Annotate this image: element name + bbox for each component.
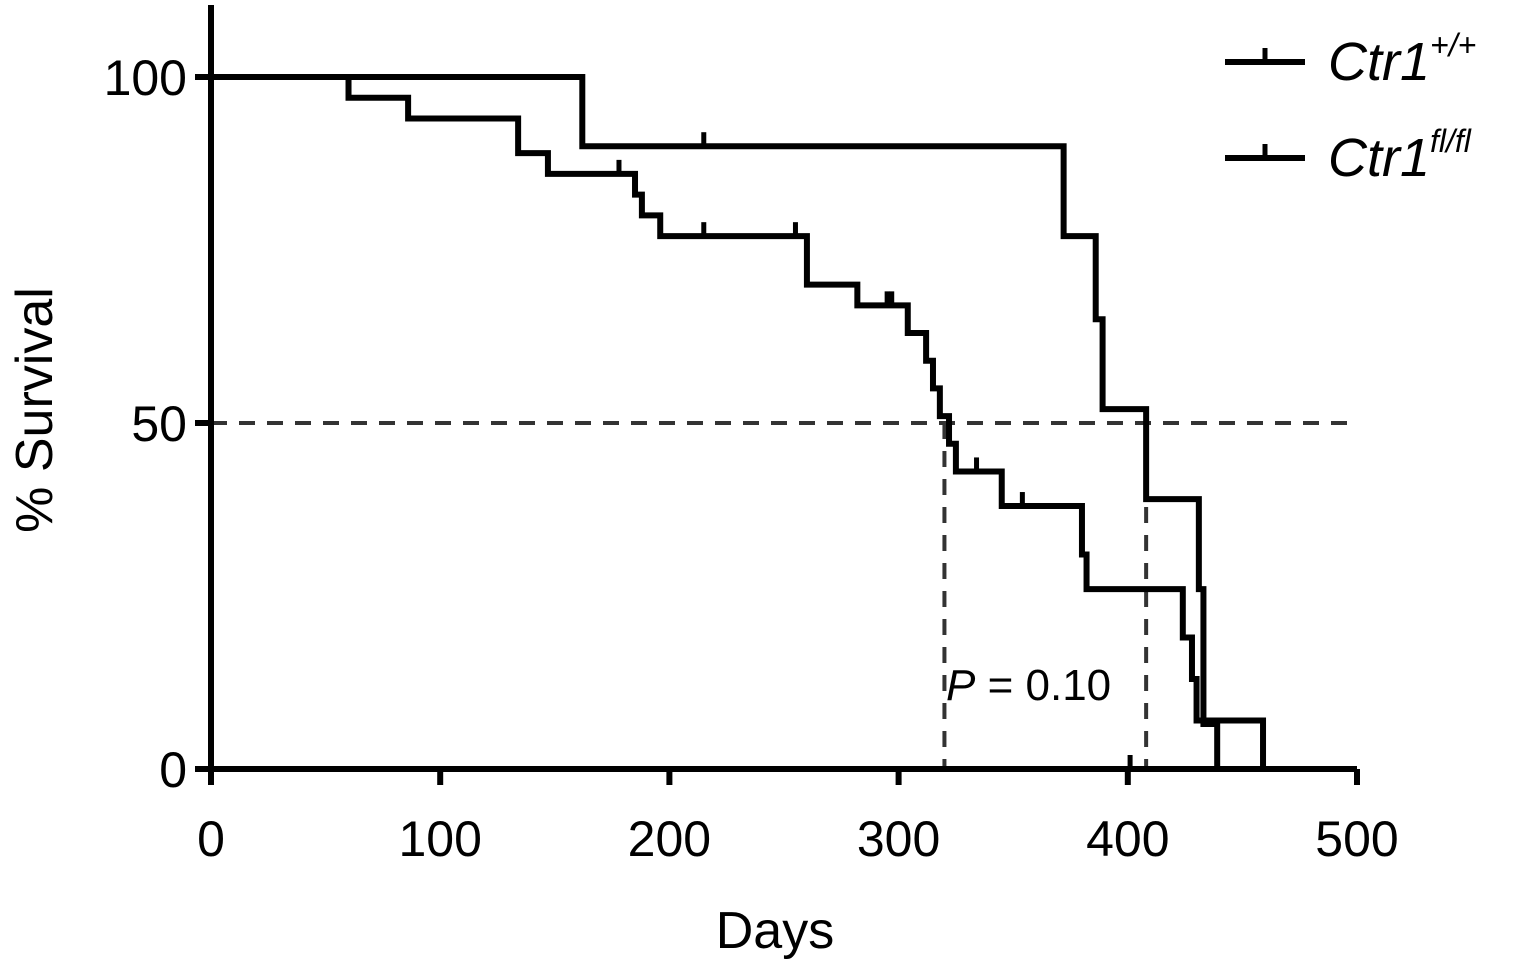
x-tick-label-400: 400 bbox=[1086, 811, 1169, 867]
y-tick-label-0: 0 bbox=[159, 742, 187, 798]
y-axis-title: % Survival bbox=[6, 287, 64, 533]
svg-text:Ctr1+/+: Ctr1+/+ bbox=[1328, 27, 1476, 92]
legend-label-flox: Ctr1 bbox=[1328, 128, 1430, 188]
ticks: 0 100 200 300 400 500 0 50 100 bbox=[104, 50, 1399, 867]
series-line-0 bbox=[211, 74, 1221, 769]
x-tick-label-300: 300 bbox=[857, 811, 940, 867]
legend-item-wildtype: Ctr1+/+ bbox=[1225, 27, 1476, 92]
reference-lines bbox=[211, 421, 1347, 769]
legend-sup-flox: fl/fl bbox=[1430, 123, 1472, 159]
x-tick-label-100: 100 bbox=[398, 811, 481, 867]
legend: Ctr1+/+ Ctr1fl/fl bbox=[1225, 27, 1476, 188]
annotation-p: P bbox=[946, 661, 976, 710]
x-tick-label-0: 0 bbox=[197, 811, 225, 867]
legend-sup-wildtype: +/+ bbox=[1430, 27, 1476, 63]
legend-label-wildtype: Ctr1 bbox=[1328, 32, 1430, 92]
annotation-value: = 0.10 bbox=[975, 661, 1111, 710]
annotation: P = 0.10 bbox=[946, 661, 1111, 710]
x-tick-label-500: 500 bbox=[1315, 811, 1398, 867]
svg-text:P = 0.10: P = 0.10 bbox=[946, 661, 1111, 710]
series-line-1 bbox=[211, 74, 1267, 769]
axes bbox=[208, 5, 1357, 772]
series-layer bbox=[211, 74, 1267, 769]
x-axis-title: Days bbox=[716, 902, 834, 960]
y-tick-label-100: 100 bbox=[104, 50, 187, 106]
legend-item-flox: Ctr1fl/fl bbox=[1225, 123, 1472, 188]
y-tick-label-50: 50 bbox=[131, 396, 187, 452]
svg-text:Ctr1fl/fl: Ctr1fl/fl bbox=[1328, 123, 1472, 188]
x-tick-label-200: 200 bbox=[628, 811, 711, 867]
